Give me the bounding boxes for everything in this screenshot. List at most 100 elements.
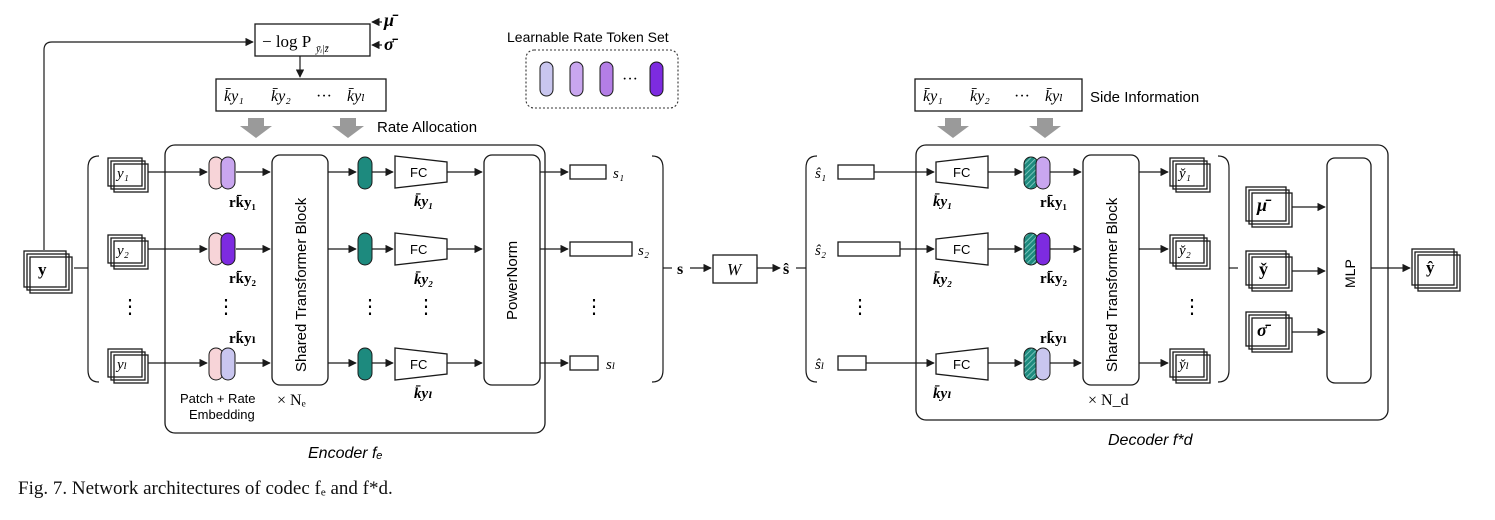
decoder-fc-2: FC (935, 232, 989, 266)
encoder-name: Encoder fₑ (308, 445, 383, 462)
encoder-teal-token-l (357, 347, 373, 381)
svg-text:k̄y₂: k̄y₂ (933, 272, 952, 288)
side-information-label: Side Information (1090, 89, 1199, 106)
encoder-teal-token-1 (357, 156, 373, 190)
rate-allocation-label: Rate Allocation (377, 119, 477, 136)
svg-text:⋮: ⋮ (216, 296, 236, 318)
svg-text:y̌ₗ: y̌ₗ (1177, 357, 1189, 373)
svg-text:rk̄y₁: rk̄y₁ (229, 195, 256, 211)
svg-text:μ̄: μ̄ (1256, 195, 1272, 215)
encoder-fc-2: FC (394, 232, 448, 266)
decoder-input-bar-l (837, 355, 867, 371)
svg-text:⋮: ⋮ (850, 296, 870, 318)
channel-s-hat-label: ŝ (783, 261, 789, 278)
svg-text:rk̄yₗ: rk̄yₗ (1040, 331, 1067, 347)
k-bar-sequence-decoder: k̄y₁ k̄y₂ ··· k̄yₗ (914, 78, 1083, 112)
svg-text:rk̄yₗ: rk̄yₗ (229, 331, 256, 347)
mlp-block: MLP (1326, 157, 1372, 384)
mlp-input-y-check: y̌ (1245, 250, 1293, 292)
loss-subscript: ȳᵢ|z̄ (315, 44, 329, 55)
decoder-shared-transformer-block: Shared Transformer Block (1082, 154, 1140, 386)
svg-text:k̄y₁: k̄y₁ (414, 194, 433, 210)
embedding-l (208, 347, 236, 381)
decoder-name: Decoder f*d (1108, 432, 1194, 449)
svg-text:W: W (727, 260, 743, 279)
ne-label: × Nₑ (277, 392, 306, 409)
encoder-outer-box (164, 144, 546, 434)
rate-allocation-arrows (240, 118, 364, 138)
svg-text:FC: FC (410, 357, 427, 372)
decoder-output-stack-2: y̌₂ (1169, 234, 1211, 270)
patch-stack-l: yₗ (107, 348, 149, 384)
svg-text:sₗ: sₗ (606, 357, 615, 373)
input-y-stack: y (23, 250, 73, 294)
encoder-patch-dots: ⋮ (120, 296, 140, 318)
svg-text:⋮: ⋮ (1182, 296, 1202, 318)
svg-text:s₁: s₁ (613, 166, 624, 182)
svg-text:s₂: s₂ (638, 243, 649, 259)
svg-text:ŝₗ: ŝₗ (815, 357, 824, 373)
k-bar-sequence-encoder: k̄y₁ k̄y₂ ··· k̄yₗ (215, 78, 387, 112)
decoder-fc-1: FC (935, 155, 989, 189)
svg-text:k̄y₂: k̄y₂ (970, 88, 990, 105)
patch-stack-2: y₂ (107, 234, 149, 270)
svg-text:k̄yₗ: k̄yₗ (933, 386, 952, 402)
svg-text:FC: FC (953, 357, 970, 372)
encoder-output-bar-2 (569, 241, 633, 257)
svg-text:Embedding: Embedding (189, 407, 255, 422)
svg-text:k̄yₗ: k̄yₗ (347, 88, 365, 105)
decoder-output-stack-1: y̌₁ (1169, 157, 1211, 193)
channel-w-box: W (712, 254, 758, 284)
svg-text:k̄yₗ: k̄yₗ (1045, 88, 1063, 105)
decoder-left-brace (805, 155, 818, 383)
svg-text:MLP: MLP (1342, 259, 1358, 288)
patch-stack-1: y₁ (107, 157, 149, 193)
svg-text:FC: FC (953, 165, 970, 180)
decoder-fc-l: FC (935, 347, 989, 381)
svg-text:ŝ₁: ŝ₁ (815, 166, 826, 182)
token-set-title: Learnable Rate Token Set (507, 29, 669, 45)
patch-embedding-label: Patch + Rate (180, 391, 256, 406)
decoder-input-bar-1 (837, 164, 875, 180)
svg-text:k̄y₁: k̄y₁ (224, 88, 244, 105)
svg-text:k̄yₗ: k̄yₗ (414, 386, 433, 402)
svg-text:⋮: ⋮ (416, 296, 436, 318)
svg-text:yₗ: yₗ (115, 357, 127, 373)
svg-text:Shared Transformer Block: Shared Transformer Block (1104, 197, 1121, 372)
svg-text:···: ··· (1014, 88, 1030, 105)
encoder-teal-token-2 (357, 232, 373, 266)
svg-text:rk̄y₂: rk̄y₂ (229, 271, 257, 287)
figure-caption: Fig. 7. Network architectures of codec f… (18, 478, 393, 499)
svg-text:ŝ₂: ŝ₂ (815, 243, 826, 259)
side-information-arrows (937, 118, 1061, 138)
encoder-fc-1: FC (394, 155, 448, 189)
svg-text:PowerNorm: PowerNorm (504, 241, 521, 320)
encoder-output-bar-1 (569, 164, 607, 180)
input-y-label: y (38, 260, 47, 279)
svg-text:FC: FC (410, 242, 427, 257)
svg-text:rk̄y₁: rk̄y₁ (1040, 195, 1067, 211)
svg-text:···: ··· (316, 88, 332, 105)
svg-text:k̄y₂: k̄y₂ (271, 88, 291, 105)
mu-input-label: μ̄ (383, 10, 399, 30)
mlp-input-mu: μ̄ (1245, 186, 1293, 228)
nd-label: × N_d (1088, 392, 1129, 409)
channel-s-label: s (677, 261, 683, 278)
token-set-box: ··· (525, 49, 679, 109)
svg-text:σ̄: σ̄ (1257, 320, 1272, 340)
svg-text:y̌₁: y̌₁ (1177, 166, 1191, 182)
svg-text:rk̄y₂: rk̄y₂ (1040, 271, 1068, 287)
encoder-left-brace (87, 155, 100, 383)
final-output-stack: ŷ (1411, 248, 1461, 292)
svg-text:y̌₂: y̌₂ (1177, 243, 1191, 259)
svg-text:⋮: ⋮ (584, 296, 604, 318)
loss-box: − log P ȳᵢ|z̄ (254, 23, 371, 57)
encoder-fc-l: FC (394, 347, 448, 381)
y-to-loss-arrow (43, 37, 254, 250)
svg-text:Shared Transformer Block: Shared Transformer Block (293, 197, 310, 372)
powernorm-block: PowerNorm (483, 154, 541, 386)
svg-text:k̄y₁: k̄y₁ (933, 194, 952, 210)
mlp-input-sigma: σ̄ (1245, 311, 1293, 353)
encoder-output-bar-l (569, 355, 599, 371)
